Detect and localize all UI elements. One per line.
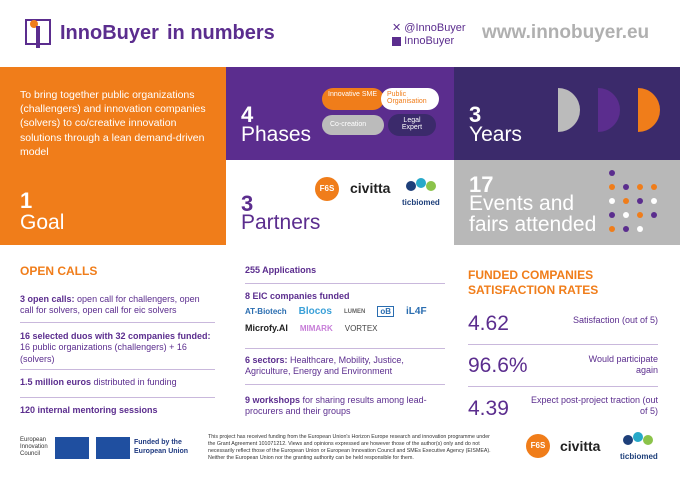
item-bold: 3 open calls: xyxy=(20,294,75,304)
company-logos: AT-Biotech Blocos LUMEN oB iL4F Microfy.… xyxy=(245,306,445,333)
company-logo: oB xyxy=(377,306,394,317)
eu-flag xyxy=(96,437,130,459)
phases-number: 4 xyxy=(241,102,254,127)
separator xyxy=(20,397,215,398)
item-text: for sharing results among lead-procurers… xyxy=(245,395,427,417)
company-logo: LUMEN xyxy=(343,308,366,315)
linkedin: InnoBuyer xyxy=(392,35,454,47)
events-dots xyxy=(609,170,657,232)
footer-logo: ticbiomed xyxy=(620,452,658,461)
goal-description: To bring together public organizations (… xyxy=(20,89,206,158)
goal-tile xyxy=(0,67,226,245)
phase-step: Innovative SME xyxy=(322,88,384,110)
item-bold: 6 sectors: xyxy=(245,355,288,365)
website[interactable]: www.innobuyer.eu xyxy=(482,22,650,43)
twitter-handle: @InnoBuyer xyxy=(404,22,466,34)
result-item: 9 workshops for sharing results among le… xyxy=(245,395,445,418)
phases-tile xyxy=(226,67,454,160)
item-bold: 255 Applications xyxy=(245,265,317,275)
open-calls-title: OPEN CALLS xyxy=(20,264,98,278)
twitter: ✕ @InnoBuyer xyxy=(392,22,466,34)
company-logo: Blocos xyxy=(298,306,332,317)
result-item: 6 sectors: Healthcare, Mobility, Justice… xyxy=(245,355,445,378)
item-bold: 9 workshops xyxy=(245,395,301,405)
company-logo: iL4F xyxy=(406,306,427,317)
events-number: 17 xyxy=(469,172,494,197)
separator xyxy=(468,344,658,345)
item-text: distributed in funding xyxy=(93,377,177,387)
item-bold: 8 EIC companies funded xyxy=(245,291,350,301)
events-label: Events and fairs attended xyxy=(469,192,597,237)
result-item: 255 Applications xyxy=(245,265,445,276)
satisfaction-title: FUNDED COMPANIES SATISFACTION RATES xyxy=(468,268,599,297)
separator xyxy=(245,384,445,385)
open-call-item: 3 open calls: open call for challengers,… xyxy=(20,294,215,317)
years-graphic xyxy=(558,88,660,132)
item-text: 16 public organizations (challengers) + … xyxy=(20,342,187,364)
open-call-item: 120 internal mentoring sessions xyxy=(20,405,215,416)
phase-step: Co-creation xyxy=(322,115,384,135)
ticbiomed-icon xyxy=(406,178,436,191)
open-call-item: 1.5 million euros distributed in funding xyxy=(20,377,215,388)
rate-value: 4.62 xyxy=(468,312,509,335)
item-bold: 120 internal mentoring sessions xyxy=(20,405,158,415)
phases-label: Phases xyxy=(241,123,312,146)
disclaimer: This project has received funding from t… xyxy=(208,434,491,461)
separator xyxy=(245,283,445,284)
rate-value: 96.6% xyxy=(468,354,528,377)
open-call-item: 16 selected duos with 32 companies funde… xyxy=(20,331,215,365)
phase-step: Legal Expert xyxy=(388,114,436,136)
partners-tile xyxy=(226,160,454,245)
rate-label: Would participate again xyxy=(588,354,658,376)
years-number: 3 xyxy=(469,102,482,127)
partners-label: Partners xyxy=(241,211,321,234)
eu-flag xyxy=(55,437,89,459)
logo-text: InnoBuyer xyxy=(60,22,159,44)
partners-number: 3 xyxy=(241,191,254,216)
partner-logo: ticbiomed xyxy=(402,198,440,207)
logo-icon xyxy=(25,19,51,48)
separator xyxy=(245,348,445,349)
company-logo: AT-Biotech xyxy=(245,307,287,316)
separator xyxy=(468,386,658,387)
funded-label: Funded by the European Union xyxy=(134,439,189,456)
footer-logo: civitta xyxy=(560,438,601,454)
item-text: open call for challengers, open call for… xyxy=(20,294,200,316)
footer-logo: F6S xyxy=(526,434,550,458)
goal-label: Goal xyxy=(20,211,65,234)
phase-step: Public Organisation xyxy=(381,88,439,110)
years-label: Years xyxy=(469,123,522,146)
company-logo: MIMARK xyxy=(299,323,333,333)
separator xyxy=(20,369,215,370)
result-item: 8 EIC companies funded xyxy=(245,291,445,302)
item-text: Healthcare, Mobility, Justice, Agricultu… xyxy=(245,355,404,377)
item-bold: 16 selected duos with 32 companies funde… xyxy=(20,331,211,341)
separator xyxy=(20,322,215,323)
rate-label: Expect post-project traction (out of 5) xyxy=(530,395,658,417)
eic-label: European Innovation Council xyxy=(20,437,48,458)
company-logo: VORTEX xyxy=(344,323,378,333)
partner-logo: civitta xyxy=(350,180,391,196)
linkedin-handle: InnoBuyer xyxy=(404,35,455,47)
header-title: in numbers xyxy=(167,22,275,44)
company-logo: Microfy.AI xyxy=(245,323,288,333)
item-bold: 1.5 million euros xyxy=(20,377,92,387)
rate-value: 4.39 xyxy=(468,397,509,420)
ticbiomed-icon xyxy=(623,432,653,445)
rate-label: Satisfaction (out of 5) xyxy=(572,315,658,325)
goal-number: 1 xyxy=(20,188,33,213)
partner-logo: F6S xyxy=(315,177,339,201)
